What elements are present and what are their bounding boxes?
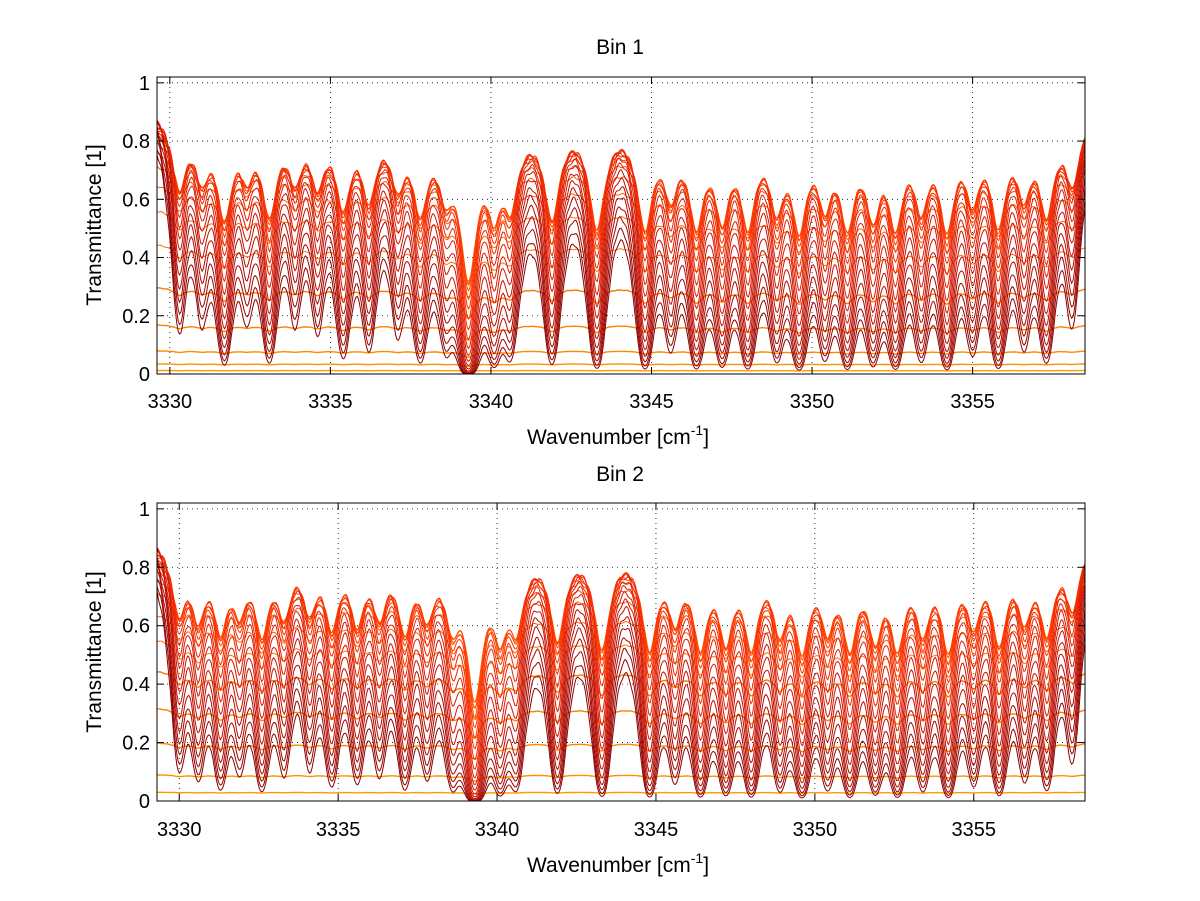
x-tick-label: 3350 xyxy=(790,391,835,413)
x-axis-label-superscript: -1 xyxy=(691,850,704,866)
x-tick-label: 3340 xyxy=(469,391,514,413)
x-tick-labels: 3330 3335 3340 3345 3350 3355 xyxy=(148,391,995,413)
x-tick-label: 3355 xyxy=(950,391,995,413)
x-axis-label-superscript: -1 xyxy=(691,422,704,438)
series-line xyxy=(157,324,1086,341)
series-line xyxy=(156,548,1086,760)
series-line xyxy=(156,129,1086,370)
series-line xyxy=(156,211,1086,286)
series-line xyxy=(156,149,1086,375)
x-tick-labels: 3330 3335 3340 3345 3350 3355 xyxy=(157,819,996,841)
series-line xyxy=(156,121,1086,341)
series-line xyxy=(156,141,1086,375)
series-line xyxy=(157,350,1086,358)
x-tick-label: 3355 xyxy=(952,819,997,841)
series-line xyxy=(156,126,1086,331)
x-tick-label: 3345 xyxy=(634,819,679,841)
series-line xyxy=(156,134,1086,374)
x-tick-label: 3335 xyxy=(316,819,361,841)
series-line xyxy=(156,122,1086,362)
series-line xyxy=(156,585,1086,802)
chart-panel-bin-2: Bin 2 3330 3335 3340 3345 3350 3355 0 0.… xyxy=(83,463,1086,877)
series-line xyxy=(156,119,1086,350)
y-tick-label: 1 xyxy=(139,73,150,95)
y-tick-label: 0.8 xyxy=(122,557,150,579)
x-axis-label-close: ] xyxy=(703,854,709,877)
y-tick-label: 0.4 xyxy=(122,674,150,696)
series-line xyxy=(156,558,1086,800)
x-tick-label: 3330 xyxy=(157,819,202,841)
series-line xyxy=(156,557,1086,795)
x-axis-label-close: ] xyxy=(703,426,709,449)
series-line xyxy=(156,554,1086,791)
y-tick-label: 0.2 xyxy=(122,306,150,328)
series-line xyxy=(156,579,1086,802)
series-line xyxy=(156,128,1086,372)
series-line xyxy=(156,590,1086,802)
x-axis-label-text: Wavenumber [cm xyxy=(527,854,691,877)
series-line xyxy=(157,363,1085,367)
tick-marks xyxy=(157,503,1085,802)
x-tick-label: 3345 xyxy=(629,391,674,413)
x-tick-label: 3335 xyxy=(308,391,353,413)
series-line xyxy=(156,547,1086,770)
y-tick-label: 0.4 xyxy=(122,248,150,270)
series-line xyxy=(156,553,1086,750)
series-group xyxy=(156,547,1086,802)
chart-panel-bin-1: Bin 1 3330 3335 3340 3345 3350 3355 0 0.… xyxy=(83,36,1086,449)
series-line xyxy=(157,369,1085,372)
series-line xyxy=(157,708,1086,740)
y-tick-label: 0 xyxy=(139,364,150,386)
y-tick-labels: 0 0.2 0.4 0.6 0.8 1 xyxy=(122,73,150,386)
tick-marks xyxy=(157,77,1085,375)
plot-frame xyxy=(156,502,1086,802)
x-tick-label: 3340 xyxy=(475,819,520,841)
plot-frame xyxy=(156,76,1086,375)
series-line xyxy=(157,791,1085,795)
x-tick-label: 3350 xyxy=(793,819,838,841)
series-line xyxy=(156,129,1086,374)
series-line xyxy=(156,154,1086,375)
y-tick-label: 0.6 xyxy=(122,189,150,211)
series-line xyxy=(156,563,1086,801)
chart-title: Bin 1 xyxy=(596,36,644,59)
series-line xyxy=(156,774,1085,782)
x-axis-label: Wavenumber [cm-1] xyxy=(527,422,709,449)
series-line xyxy=(156,550,1086,786)
x-axis-label: Wavenumber [cm-1] xyxy=(527,850,709,877)
x-tick-label: 3330 xyxy=(148,391,193,413)
x-axis-label-text: Wavenumber [cm xyxy=(527,426,691,449)
y-tick-label: 0 xyxy=(139,791,150,813)
y-tick-label: 0.6 xyxy=(122,616,150,638)
y-tick-label: 0.8 xyxy=(122,131,150,153)
y-axis-label: Transmittance [1] xyxy=(83,571,106,732)
series-line xyxy=(156,131,1086,320)
series-line xyxy=(156,570,1086,801)
series-line xyxy=(156,547,1086,779)
y-axis-label: Transmittance [1] xyxy=(83,144,106,305)
chart-title: Bin 2 xyxy=(596,463,644,486)
series-group xyxy=(156,119,1086,375)
series-line xyxy=(156,556,1086,798)
series-line xyxy=(156,120,1086,357)
series-line xyxy=(156,127,1086,367)
y-tick-labels: 0 0.2 0.4 0.6 0.8 1 xyxy=(122,499,150,813)
y-tick-label: 1 xyxy=(139,499,150,521)
y-tick-label: 0.2 xyxy=(122,733,150,755)
